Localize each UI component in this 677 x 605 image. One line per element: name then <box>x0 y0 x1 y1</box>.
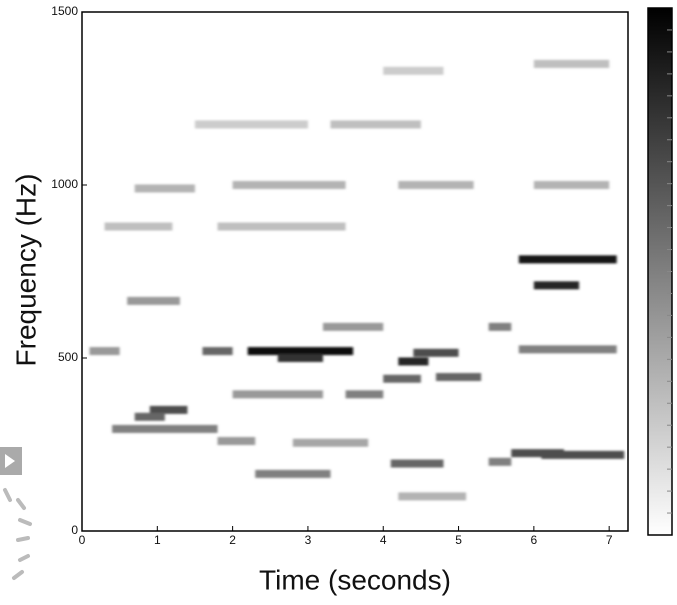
spectral-band <box>255 469 331 478</box>
x-tick-label: 5 <box>455 533 462 547</box>
spectral-band <box>413 348 459 357</box>
spectrogram-image <box>89 59 625 501</box>
y-tick-label: 0 <box>71 523 78 537</box>
spectral-band <box>398 181 474 189</box>
spectral-band <box>194 120 308 129</box>
spectral-band <box>217 222 346 231</box>
x-tick-label: 4 <box>380 533 387 547</box>
spectral-band <box>134 412 165 421</box>
spectral-band <box>217 437 256 446</box>
spectral-band <box>112 424 218 433</box>
spectral-band <box>330 120 421 129</box>
spectral-band <box>322 322 384 331</box>
x-tick-label: 2 <box>229 533 236 547</box>
spectral-band <box>390 459 444 468</box>
spectral-band <box>533 181 610 189</box>
spectral-band <box>232 181 346 189</box>
x-tick-label: 0 <box>79 533 86 547</box>
spectral-band <box>292 438 369 447</box>
spectral-band <box>518 345 617 354</box>
x-tick-label: 7 <box>606 533 613 547</box>
y-tick-label: 1500 <box>51 4 78 18</box>
colorbar-ticks <box>667 29 672 514</box>
spectral-band <box>89 347 120 356</box>
x-tick-label: 6 <box>531 533 538 547</box>
spectral-band <box>488 457 512 466</box>
spectral-band <box>383 374 421 383</box>
spectral-band <box>541 450 625 459</box>
spectral-band <box>127 296 180 305</box>
spectral-band <box>398 492 467 501</box>
spectral-band <box>533 281 580 290</box>
spectral-band <box>202 347 233 356</box>
spectral-band <box>345 390 384 399</box>
spectral-band <box>511 449 564 458</box>
spectral-band <box>247 347 354 356</box>
plot-frame <box>81 11 629 532</box>
play-icon <box>5 454 15 468</box>
x-tick-label: 3 <box>305 533 312 547</box>
spectral-band <box>518 255 617 264</box>
spectral-band <box>383 66 444 75</box>
spectral-band <box>435 373 482 382</box>
spectral-band <box>104 222 173 231</box>
spectral-band <box>232 390 323 399</box>
y-axis-label: Frequency (Hz) <box>10 174 41 367</box>
spectral-band <box>149 405 188 414</box>
y-tick-label: 1000 <box>51 177 78 191</box>
spectral-band <box>134 184 195 193</box>
y-tick-label: 500 <box>58 350 78 364</box>
spectral-band <box>533 59 610 68</box>
loading-spinner <box>3 488 32 580</box>
x-axis-label: Time (seconds) <box>259 564 451 595</box>
spectral-band <box>398 357 429 366</box>
spectral-band <box>488 322 512 331</box>
x-tick-label: 1 <box>154 533 161 547</box>
spectral-band <box>277 354 323 362</box>
